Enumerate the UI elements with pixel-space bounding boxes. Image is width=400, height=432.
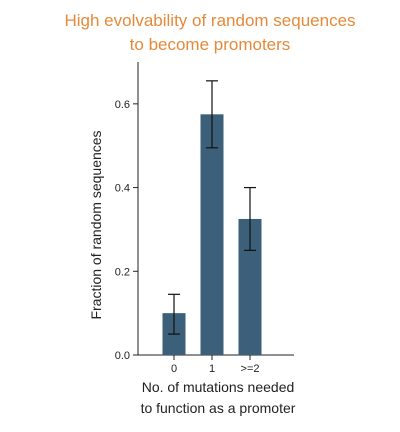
bar <box>200 114 224 355</box>
x-tick-label: 0 <box>171 363 177 375</box>
y-axis-label: Fraction of random sequences <box>88 130 104 319</box>
x-axis-label-line-2: to function as a promoter <box>141 400 296 416</box>
plot-area: 0.0 0.2 0.4 0.6 0 1 >=2 <box>115 62 294 375</box>
x-tick-label: 1 <box>209 363 215 375</box>
chart-title-line-2: to become promoters <box>130 35 291 54</box>
y-tick-label: 0.0 <box>115 350 130 362</box>
y-tick-label: 0.6 <box>115 99 130 111</box>
x-axis-label-line-1: No. of mutations needed <box>142 379 295 395</box>
chart-title-line-1: High evolvability of random sequences <box>64 11 355 30</box>
y-tick-label: 0.2 <box>115 266 130 278</box>
bar <box>238 218 262 355</box>
x-tick-label: >=2 <box>241 363 260 375</box>
y-tick-label: 0.4 <box>115 183 130 195</box>
